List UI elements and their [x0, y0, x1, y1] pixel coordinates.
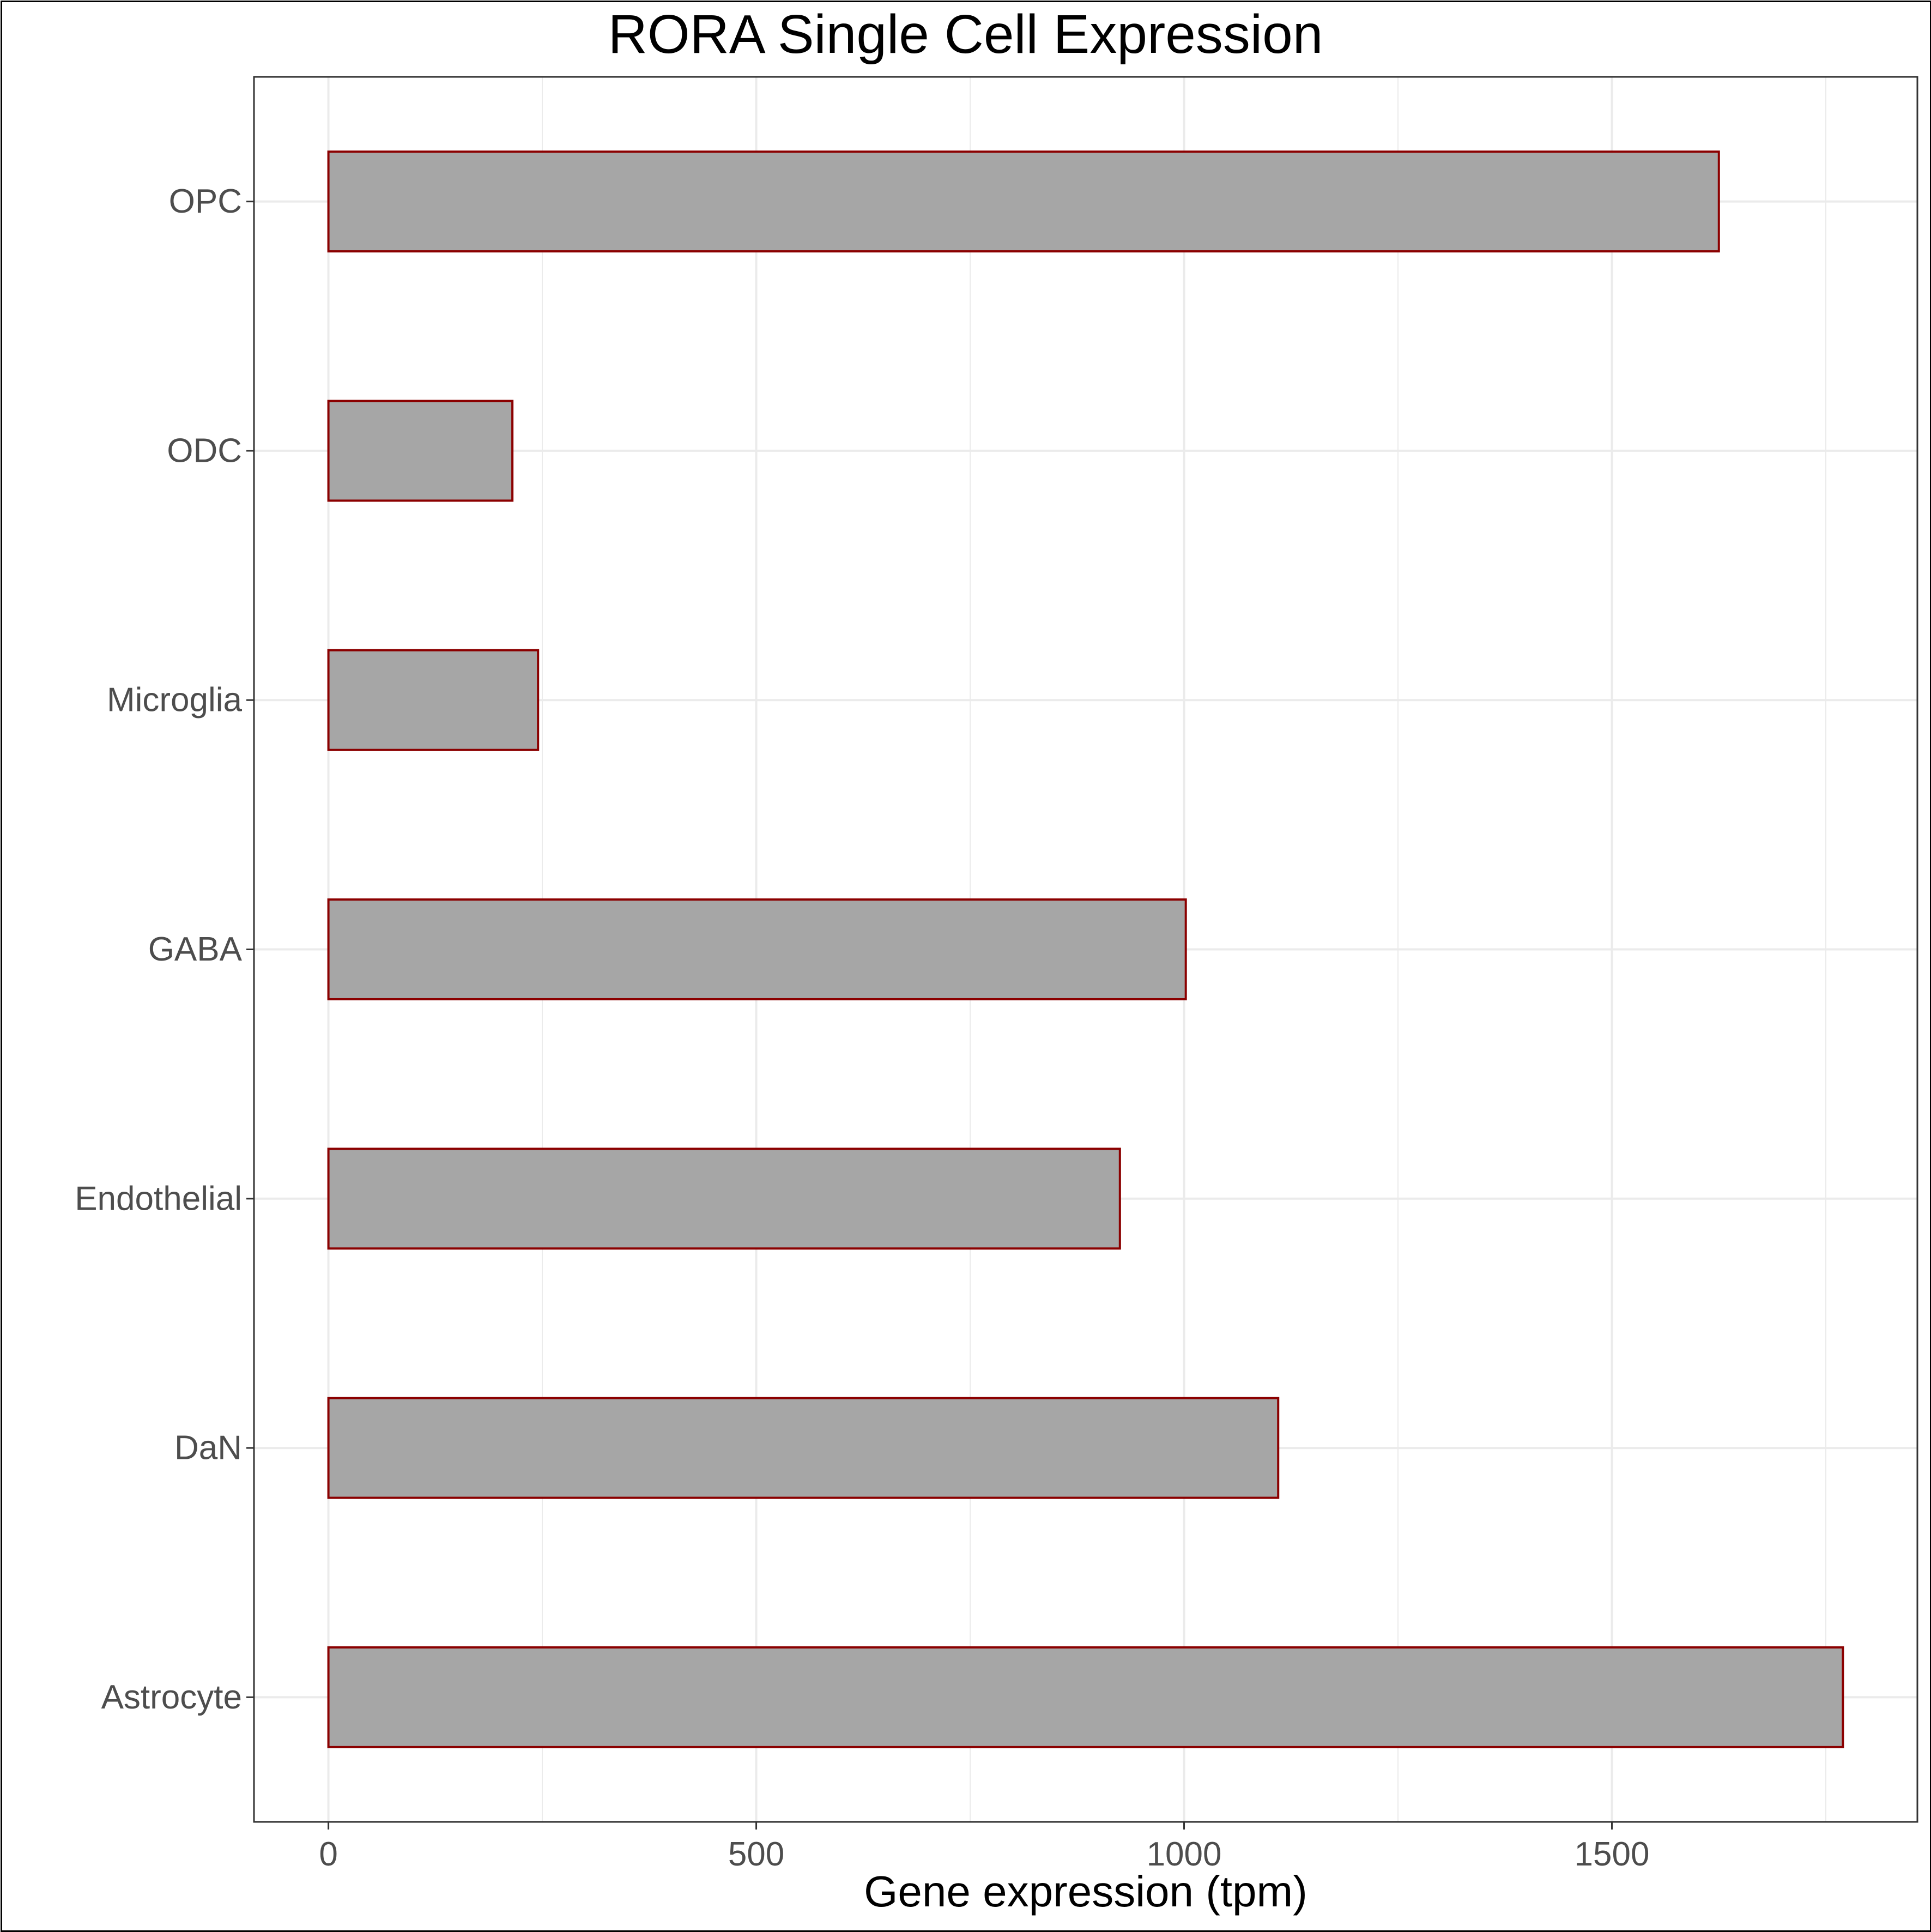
y-axis-ticks: OPC ODC Microglia GABA Endothelial DaN Astrocy…: [75, 183, 254, 1716]
x-tick-label: 0: [319, 1836, 337, 1873]
bar-opc: [327, 150, 1720, 253]
x-axis-ticks: 0 500 1000 1500: [319, 1822, 1649, 1873]
y-tick-label: Microglia: [107, 681, 243, 719]
bar-astrocyte: [327, 1646, 1844, 1748]
chart-title: RORA Single Cell Expression: [608, 4, 1323, 65]
bars: [327, 150, 1844, 1748]
y-tick-label: OPC: [169, 183, 242, 220]
x-tick-label: 1000: [1147, 1836, 1222, 1873]
bar-gaba: [327, 898, 1187, 1000]
x-tick-label: 1500: [1575, 1836, 1650, 1873]
bar-microglia: [327, 649, 540, 751]
y-tick-label: Endothelial: [75, 1180, 242, 1217]
y-tick-label: GABA: [148, 931, 243, 968]
x-axis-label: Gene expression (tpm): [864, 1867, 1307, 1916]
bar-endothelial: [327, 1148, 1121, 1250]
y-tick-label: DaN: [174, 1429, 242, 1467]
bar-odc: [327, 400, 514, 502]
y-tick-label: ODC: [167, 432, 242, 469]
y-tick-label: Astrocyte: [101, 1679, 242, 1716]
x-tick-label: 500: [728, 1836, 784, 1873]
bar-dan: [327, 1397, 1280, 1499]
